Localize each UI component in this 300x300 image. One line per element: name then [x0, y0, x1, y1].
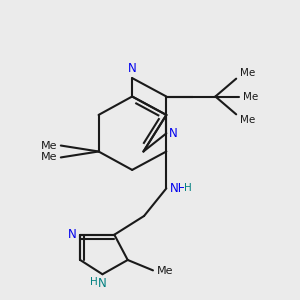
Text: Me: Me: [240, 68, 255, 78]
Text: N: N: [169, 127, 178, 140]
Text: Me: Me: [240, 115, 255, 125]
Text: Me: Me: [157, 266, 173, 276]
Text: H: H: [184, 183, 192, 193]
Text: Me: Me: [41, 152, 57, 162]
Text: N: N: [128, 62, 136, 75]
Text: Me: Me: [243, 92, 258, 101]
Text: NH: NH: [170, 182, 188, 195]
Text: N: N: [98, 277, 107, 290]
Text: H: H: [90, 277, 98, 287]
Text: Me: Me: [41, 140, 57, 151]
Text: N: N: [68, 228, 76, 241]
